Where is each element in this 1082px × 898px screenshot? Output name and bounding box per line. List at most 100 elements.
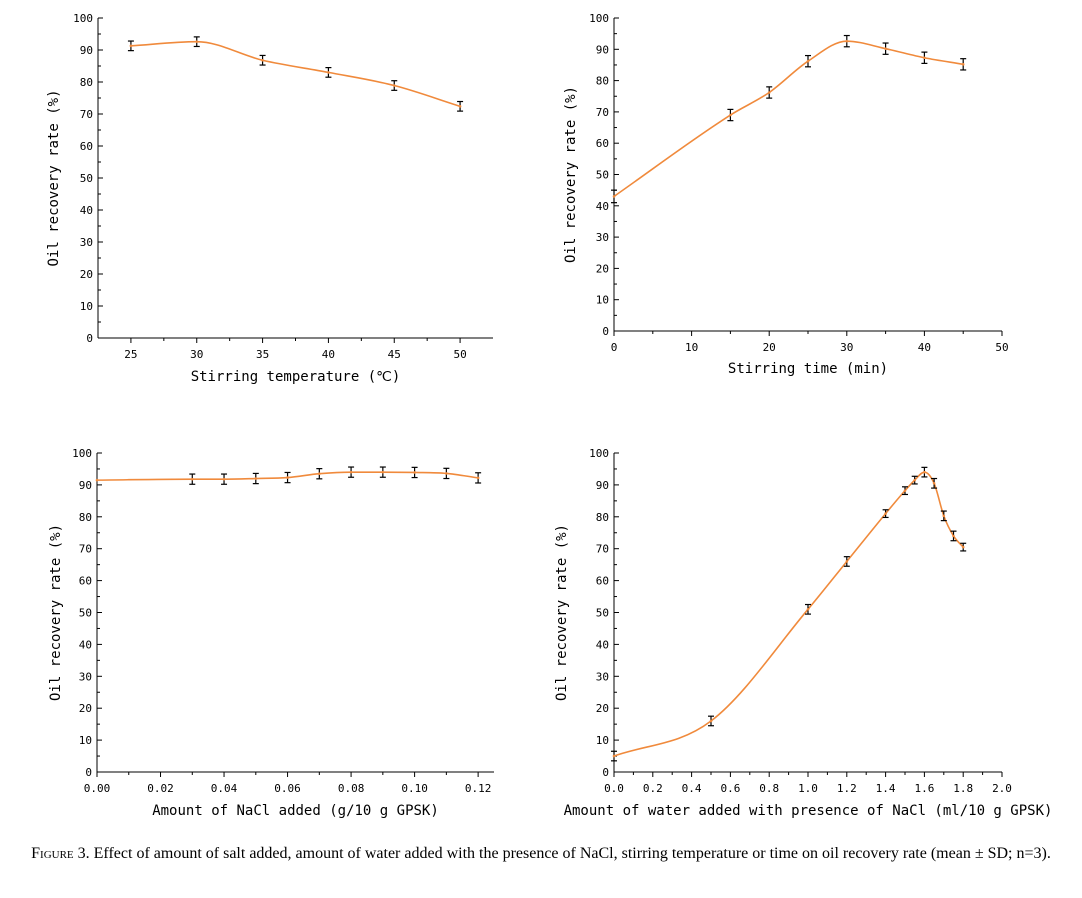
- y-tick-label: 70: [596, 106, 609, 119]
- data-point: [923, 56, 926, 60]
- data-point: [129, 44, 133, 48]
- x-tick-label: 10: [685, 341, 698, 354]
- x-tick-label: 50: [453, 348, 466, 361]
- y-tick-label: 90: [596, 43, 609, 56]
- x-tick-label: 1.4: [876, 782, 896, 795]
- x-tick-label: 1.0: [798, 782, 818, 795]
- chart-nacl-amount: 0 10 20 30 40 50 60 70 80 90 100 0.00 0.02 0.04 0.06 0.…: [48, 447, 494, 819]
- y-tick-label: 40: [80, 204, 93, 217]
- data-point: [913, 478, 916, 482]
- x-tick-label: 0.8: [759, 782, 779, 795]
- data-point: [413, 471, 416, 474]
- y-tick-label: 20: [79, 702, 92, 715]
- data-point: [709, 719, 713, 723]
- data-point: [349, 470, 353, 474]
- data-point: [327, 71, 330, 74]
- x-tick-label: 35: [256, 348, 269, 361]
- y-tick-label: 70: [80, 108, 93, 121]
- x-tick-label: 0.00: [84, 782, 111, 795]
- x-tick-label: 0.02: [147, 782, 174, 795]
- y-tick-label: 100: [589, 12, 609, 25]
- y-tick-label: 80: [80, 76, 93, 89]
- y-tick-label: 40: [79, 638, 92, 651]
- chart-stirring-temperature: 0 10 20 30 40 50 60 70 80 90 100 25 30 35 40 45 50 Stirri…: [46, 12, 493, 385]
- caption-text: Effect of amount of salt added, amount o…: [89, 845, 1051, 862]
- chart-water-amount: 0 10 20 30 40 50 60 70 80 90 100 0.0 0.2 0.4 0.6 0.8 1.0…: [554, 447, 1052, 819]
- data-point: [942, 514, 946, 518]
- y-tick-label: 100: [589, 447, 609, 460]
- figure-caption: Figure 3. Effect of amount of salt added…: [0, 843, 1082, 865]
- x-tick-label: 0.6: [720, 782, 740, 795]
- y-tick-label: 20: [596, 702, 609, 715]
- y-tick-label: 30: [596, 670, 609, 683]
- y-tick-label: 10: [596, 734, 609, 747]
- y-tick-label: 20: [80, 268, 93, 281]
- data-point: [729, 113, 732, 117]
- x-tick-label: 30: [840, 341, 853, 354]
- data-point: [952, 534, 955, 538]
- x-tick-label: 0.04: [211, 782, 238, 795]
- data-point: [767, 91, 771, 94]
- y-tick-label: 0: [602, 766, 609, 779]
- data-point: [612, 195, 616, 198]
- x-tick-label: 40: [918, 341, 931, 354]
- data-point: [903, 489, 907, 492]
- y-axis-title: Oil recovery rate (%): [563, 86, 579, 263]
- data-point: [806, 59, 810, 63]
- y-axis-title: Oil recovery rate (%): [554, 524, 570, 701]
- y-tick-label: 10: [596, 294, 609, 307]
- x-tick-label: 0.4: [682, 782, 702, 795]
- data-point: [381, 470, 385, 474]
- y-tick-label: 50: [596, 607, 609, 620]
- y-tick-label: 90: [80, 44, 93, 57]
- data-point: [195, 40, 199, 43]
- data-point: [318, 472, 321, 476]
- y-tick-label: 10: [79, 734, 92, 747]
- x-tick-label: 0: [611, 341, 618, 354]
- x-tick-label: 0.08: [338, 782, 365, 795]
- x-tick-label: 30: [190, 348, 203, 361]
- x-tick-label: 20: [763, 341, 776, 354]
- y-tick-label: 80: [596, 75, 609, 88]
- data-point: [961, 545, 965, 549]
- series-line: [613, 40, 964, 198]
- y-tick-label: 60: [596, 137, 609, 150]
- x-tick-label: 2.0: [992, 782, 1012, 795]
- data-point: [392, 84, 396, 87]
- data-point: [923, 470, 926, 474]
- x-tick-label: 0.0: [604, 782, 624, 795]
- y-tick-label: 30: [80, 236, 93, 249]
- y-tick-label: 50: [79, 607, 92, 620]
- y-tick-label: 30: [596, 231, 609, 244]
- x-tick-label: 25: [124, 348, 137, 361]
- x-axis-title: Amount of water added with presence of N…: [564, 803, 1053, 819]
- y-axis-title: Oil recovery rate (%): [46, 89, 62, 266]
- y-tick-label: 90: [79, 479, 92, 492]
- y-tick-label: 50: [596, 169, 609, 182]
- data-point: [286, 476, 289, 479]
- y-tick-label: 60: [79, 575, 92, 588]
- x-tick-label: 40: [322, 348, 335, 361]
- data-point: [445, 472, 448, 475]
- data-point: [476, 476, 480, 480]
- data-point: [884, 512, 887, 515]
- y-tick-label: 0: [602, 325, 609, 338]
- x-tick-label: 50: [995, 341, 1008, 354]
- data-point: [458, 105, 462, 108]
- y-tick-label: 100: [72, 447, 92, 460]
- data-point: [845, 560, 849, 563]
- y-tick-label: 20: [596, 262, 609, 275]
- y-tick-label: 90: [596, 479, 609, 492]
- y-axis-title: Oil recovery rate (%): [48, 524, 64, 701]
- y-tick-label: 80: [596, 511, 609, 524]
- data-point: [261, 58, 264, 62]
- chart-stirring-time: 0 10 20 30 40 50 60 70 80 90 100 0 10 20 30 40 50 Stirrin…: [563, 12, 1009, 377]
- data-point: [932, 482, 936, 485]
- x-tick-label: 45: [388, 348, 401, 361]
- data-point: [845, 39, 849, 43]
- y-tick-label: 70: [79, 543, 92, 556]
- x-tick-label: 0.06: [274, 782, 301, 795]
- series-line: [613, 471, 964, 757]
- x-axis-title: Stirring time (min): [728, 361, 888, 377]
- y-tick-label: 100: [73, 12, 93, 25]
